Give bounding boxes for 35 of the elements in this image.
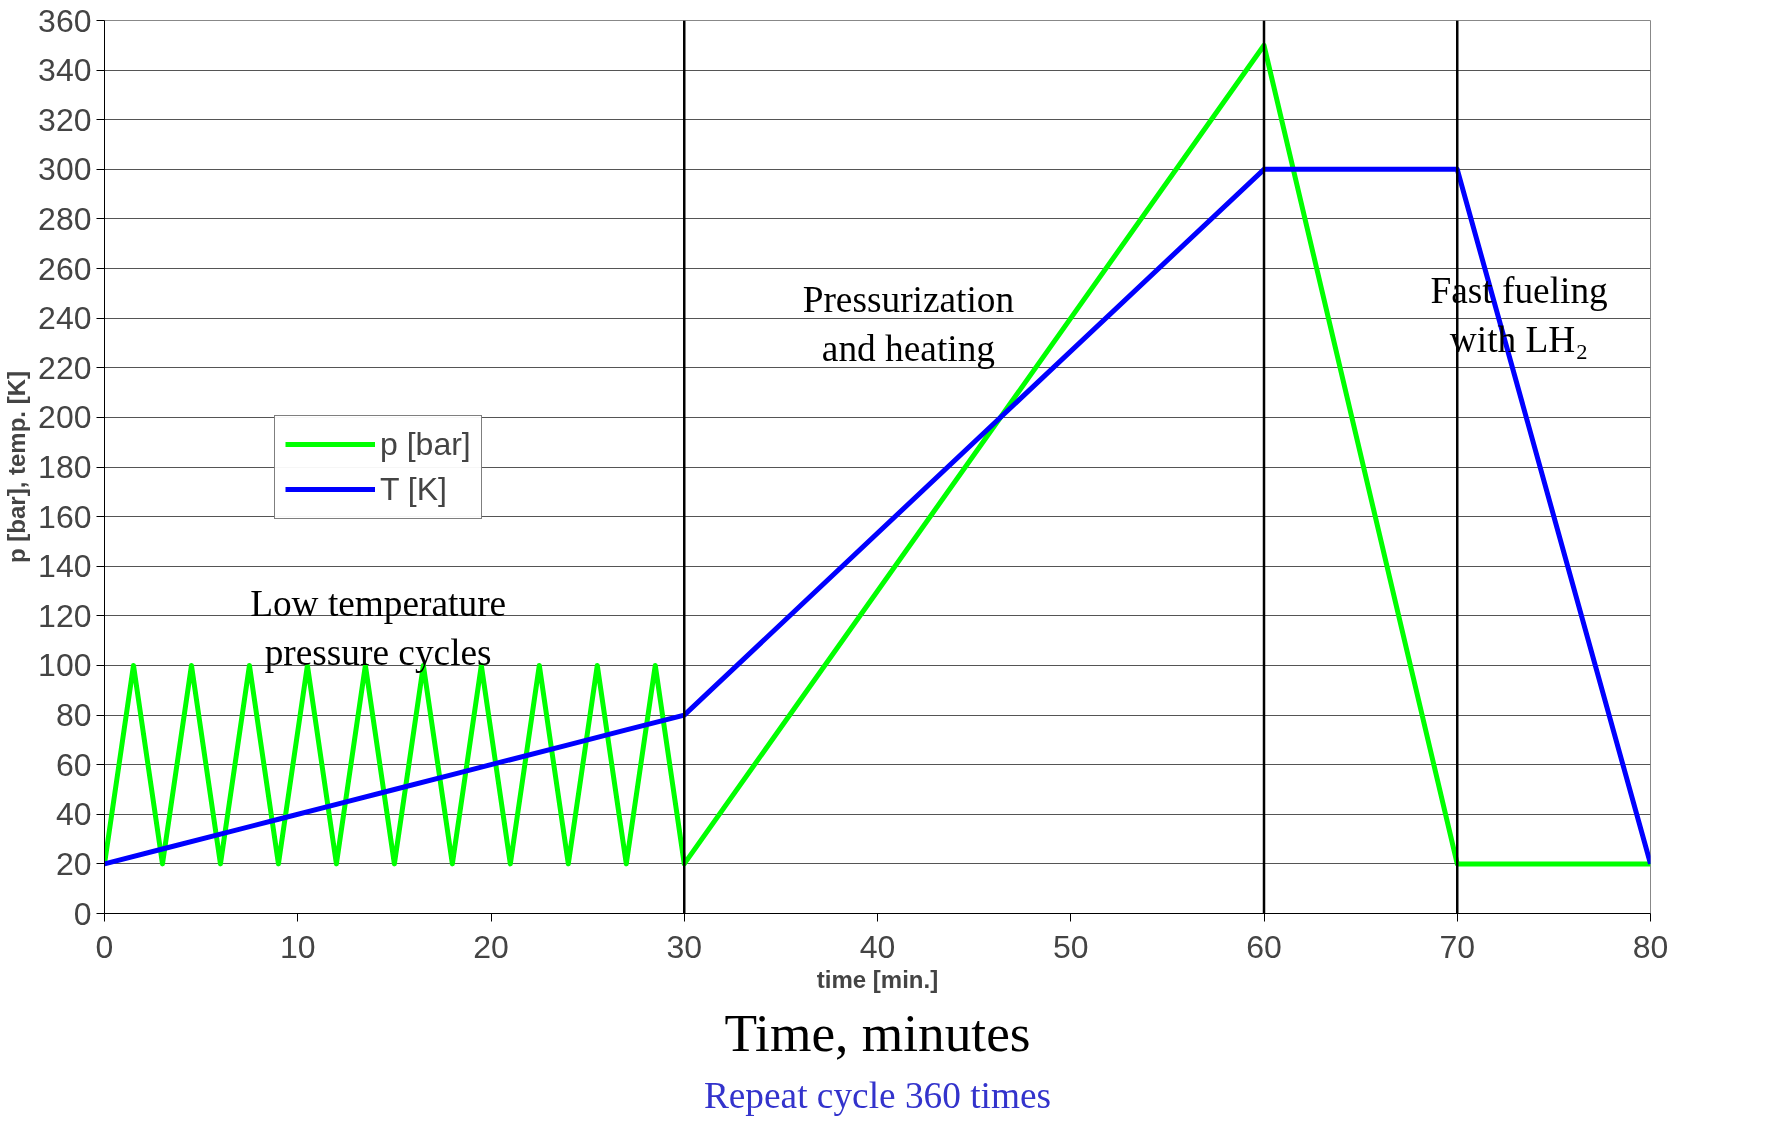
y-tick-label: 220 [38, 349, 92, 386]
y-tick-label: 260 [38, 250, 92, 287]
legend-label: p [bar] [380, 425, 471, 463]
x-tick-label: 60 [1246, 928, 1282, 965]
x-tick-label: 70 [1439, 928, 1476, 965]
text: Repeat cycle 360 times [703, 1074, 1052, 1116]
y-tick-label: 240 [38, 300, 92, 337]
text: Time, minutes [724, 1002, 1031, 1063]
y-tick-label: 60 [55, 746, 92, 783]
y-tick-label: 120 [38, 597, 92, 634]
y-tick-label: 160 [38, 498, 92, 535]
y-tick-label: 140 [38, 548, 92, 585]
y-tick-label: 300 [38, 151, 92, 188]
y-tick-label: 200 [38, 399, 92, 436]
x-tick-label: 20 [473, 928, 509, 965]
x-tick-label: 80 [1632, 928, 1669, 965]
y-tick-label: 20 [55, 845, 92, 882]
y-tick-label: 80 [55, 697, 92, 734]
y-tick-label: 360 [38, 2, 92, 39]
x-tick-label: 30 [666, 928, 703, 965]
y-tick-label: 100 [38, 647, 92, 684]
y-tick-label: 180 [38, 449, 92, 485]
annotation: Low temperature pressure cycles [250, 582, 507, 673]
y-tick-label: 0 [73, 895, 92, 932]
x-tick-label: 40 [859, 928, 896, 965]
x-tick-label: 50 [1052, 928, 1089, 965]
y-tick-label: 280 [38, 200, 92, 237]
y-tick-label: 40 [55, 796, 92, 833]
x-tick-label: 10 [279, 928, 316, 965]
y-tick-label: 340 [38, 52, 92, 89]
y-tick-label: 320 [38, 101, 92, 138]
annotation: Pressurization and heating [802, 279, 1015, 370]
y-axis-title: p [bar], temp. [K] [3, 370, 31, 563]
x-axis-title: time [min.] [816, 965, 939, 993]
legend-label: T [K] [380, 470, 447, 508]
